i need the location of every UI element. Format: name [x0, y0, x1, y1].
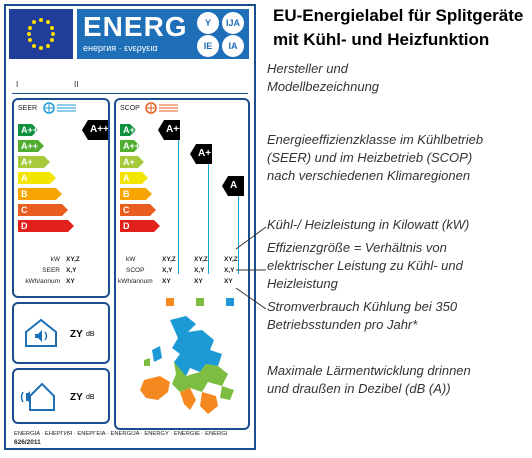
scop-class-bar: C: [120, 204, 156, 216]
annotation-manufacturer: Hersteller und Modellbezeichnung: [267, 60, 529, 96]
energy-banner: ENERG енергия · ενεργεια Y IJA IE IA: [77, 9, 249, 59]
seer-class-bar: C: [18, 204, 68, 216]
indoor-speaker-icon: [24, 318, 58, 353]
scop-class-bar: A++: [120, 140, 140, 152]
title-line: EU-Energielabel für Splitgeräte: [273, 6, 524, 25]
lang-badge: Y: [197, 12, 219, 34]
annotation-line: Maximale Lärmentwicklung drinnen: [267, 363, 471, 378]
annotation-line: Stromverbrauch Kühlung bei 350: [267, 299, 458, 314]
regulation-number: 626/2011: [14, 439, 41, 446]
lang-badge: IJA: [222, 12, 244, 34]
supplier-mark: I: [16, 80, 19, 89]
seer-row-value: XY,Z: [66, 256, 80, 263]
seer-row-value: XY: [66, 278, 75, 285]
seer-label: SEER: [18, 105, 38, 112]
model-mark: II: [74, 80, 79, 89]
scop-indicator-arrow: A+++: [158, 120, 180, 140]
annotation-line: Effizienzgröße = Verhältnis von: [267, 240, 447, 255]
scop-row-value: XY,Z: [162, 256, 176, 263]
annotation-efficiency: Energieeffizienzklasse im Kühlbetrieb (S…: [267, 131, 529, 185]
annotation-consumption: Stromverbrauch Kühlung bei 350 Betriebss…: [267, 298, 529, 334]
scop-class-bar: D: [120, 220, 160, 232]
scop-indicator-arrow: A+: [190, 144, 212, 164]
scop-panel: SCOP A+++ A++ A+ A B C D A+++ A+ A kW XY…: [114, 98, 250, 430]
seer-indicator-arrow: A+++: [82, 120, 108, 140]
seer-row-label: kW: [50, 256, 60, 263]
outdoor-noise-value: ZY: [70, 392, 83, 403]
scop-row-label: SCOP: [126, 267, 145, 274]
annotation-line: Modellbezeichnung: [267, 79, 380, 94]
seer-class-bar: B: [18, 188, 62, 200]
scop-row-value: X,Y: [162, 267, 173, 274]
fan-cooling-icon: [42, 101, 78, 120]
lang-badge: IE: [197, 35, 219, 57]
annotation-ratio: Effizienzgröße = Verhältnis von elektris…: [267, 239, 529, 293]
label-header: ENERG енергия · ενεργεια Y IJA IE IA: [9, 9, 252, 65]
title-line: mit Kühl- und Heizfunktion: [273, 30, 490, 49]
seer-class-bar: A+: [18, 156, 50, 168]
annotation-line: und draußen in Dezibel (dB (A)): [267, 381, 451, 396]
footer-languages: ENERGIA · ЕНЕРГИЯ · ΕΝΕΡΓΕΙΑ · ENERGIJA …: [14, 431, 228, 437]
scop-row-value: XY,Z: [224, 256, 238, 263]
annotation-noise: Maximale Lärmentwicklung drinnen und dra…: [267, 362, 529, 398]
seer-class-bar: A+++: [18, 124, 38, 136]
connector-line: [235, 287, 267, 310]
indoor-noise-unit: dB: [86, 331, 95, 338]
scop-class-bar: A+++: [120, 124, 136, 136]
annotation-line: elektrischer Leistung zu Kühl- und: [267, 258, 463, 273]
annotation-capacity: Kühl-/ Heizleistung in Kilowatt (kW): [267, 216, 529, 234]
annotation-line: Betriebsstunden pro Jahr*: [267, 317, 418, 332]
zone-divider: [178, 124, 179, 274]
scop-label: SCOP: [120, 105, 140, 112]
page-title: EU-Energielabel für Splitgeräte mit Kühl…: [273, 4, 523, 52]
scop-row-value: X,Y: [194, 267, 205, 274]
scop-class-bar: A+: [120, 156, 144, 168]
scop-class-bar: B: [120, 188, 152, 200]
annotation-line: (SEER) und im Heizbetrieb (SCOP): [267, 150, 473, 165]
scop-row-value: XY: [162, 278, 171, 285]
zone-divider: [238, 180, 239, 274]
climate-zone-square: [166, 298, 174, 306]
seer-class-bar: A: [18, 172, 56, 184]
annotation-line: Energieeffizienzklasse im Kühlbetrieb: [267, 132, 484, 147]
lang-badge: IA: [222, 35, 244, 57]
indoor-noise-value: ZY: [70, 329, 83, 340]
brand-word: ENERG: [83, 11, 188, 42]
annotation-line: Heizleistung: [267, 276, 338, 291]
europe-map-icon: [130, 310, 242, 427]
connector-line: [235, 226, 267, 250]
seer-class-bar: D: [18, 220, 74, 232]
scop-row-value: XY: [224, 278, 233, 285]
brand-sub: енергия · ενεργεια: [83, 43, 158, 53]
annotation-line: Hersteller und: [267, 61, 348, 76]
seer-row-label: kWh/annum: [25, 278, 60, 285]
climate-zone-square: [196, 298, 204, 306]
annotation-line: Kühl-/ Heizleistung in Kilowatt (kW): [267, 217, 470, 232]
scop-row-label: kWh/annum: [118, 278, 153, 285]
scop-indicator-arrow: A: [222, 176, 244, 196]
seer-class-bar: A++: [18, 140, 44, 152]
scop-row-value: XY: [194, 278, 203, 285]
noise-outdoor-panel: ZY dB: [12, 368, 110, 424]
annotation-line: nach verschiedenen Klimaregionen: [267, 168, 471, 183]
scop-class-bar: A: [120, 172, 148, 184]
seer-row-value: X,Y: [66, 267, 77, 274]
energy-label: ENERG енергия · ενεργεια Y IJA IE IA I I…: [4, 4, 256, 450]
seer-panel: SEER A+++ A++ A+ A B C D A+++ kW XY,Z SE…: [12, 98, 110, 298]
eu-flag-icon: [9, 9, 73, 59]
scop-row-label: kW: [126, 256, 136, 263]
fan-heating-icon: [144, 101, 180, 120]
scop-row-value: X,Y: [224, 267, 235, 274]
outdoor-speaker-icon: [20, 380, 64, 417]
outdoor-noise-unit: dB: [86, 394, 95, 401]
scop-row-value: XY,Z: [194, 256, 208, 263]
zone-divider: [208, 148, 209, 274]
seer-row-label: SEER: [42, 267, 60, 274]
noise-indoor-panel: ZY dB: [12, 302, 110, 364]
climate-zone-square: [226, 298, 234, 306]
divider: [12, 93, 248, 94]
